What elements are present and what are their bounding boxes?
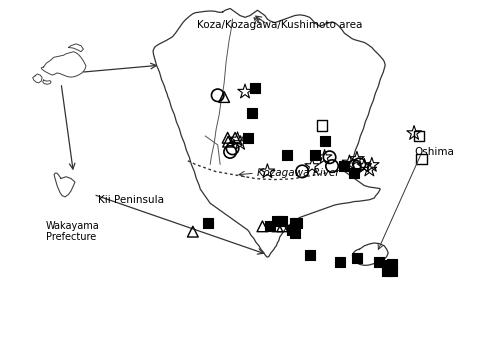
Text: Wakayama
Prefecture: Wakayama Prefecture — [46, 221, 100, 242]
Point — [353, 255, 361, 261]
Text: Kii Peninsula: Kii Peninsula — [98, 195, 164, 205]
Point — [228, 146, 236, 151]
Point — [320, 139, 328, 144]
Point — [418, 156, 426, 162]
Point — [388, 261, 396, 266]
Point — [350, 163, 358, 169]
Point — [288, 227, 296, 233]
Point — [328, 163, 336, 169]
Point — [224, 139, 232, 145]
Point — [236, 140, 244, 146]
Polygon shape — [42, 80, 51, 84]
Point — [376, 259, 384, 265]
Point — [346, 160, 354, 165]
Point — [231, 135, 239, 141]
Point — [284, 153, 292, 159]
Point — [340, 163, 348, 169]
Point — [251, 85, 259, 91]
Point — [366, 167, 374, 172]
Point — [220, 94, 228, 100]
Point — [204, 220, 212, 226]
Point — [274, 218, 281, 224]
Point — [278, 223, 286, 229]
Point — [226, 149, 234, 155]
Point — [189, 229, 197, 235]
Point — [264, 169, 272, 174]
Point — [353, 156, 361, 162]
Point — [382, 268, 390, 273]
Polygon shape — [153, 9, 385, 257]
Point — [291, 231, 299, 236]
Point — [410, 130, 418, 136]
Point — [350, 170, 358, 176]
Point — [224, 135, 232, 141]
Point — [291, 220, 299, 226]
Polygon shape — [41, 52, 86, 77]
Point — [415, 133, 423, 139]
Text: Koza/Kozagawa/Kushimoto area: Koza/Kozagawa/Kushimoto area — [197, 20, 362, 30]
Point — [293, 220, 301, 226]
Point — [298, 169, 306, 174]
Point — [241, 89, 249, 95]
Point — [336, 259, 344, 265]
Polygon shape — [68, 44, 84, 52]
Polygon shape — [32, 74, 42, 83]
Point — [248, 110, 256, 116]
Point — [382, 262, 390, 268]
Point — [388, 268, 396, 273]
Point — [326, 154, 334, 160]
Polygon shape — [54, 173, 75, 197]
Text: Kozagawa River: Kozagawa River — [258, 168, 340, 178]
Point — [306, 252, 314, 257]
Point — [278, 218, 286, 224]
Point — [320, 154, 328, 160]
Point — [274, 223, 281, 229]
Point — [234, 137, 241, 142]
Text: Oshima: Oshima — [414, 147, 454, 157]
Point — [308, 163, 316, 169]
Polygon shape — [352, 243, 388, 265]
Point — [368, 162, 376, 168]
Point — [258, 223, 266, 229]
Point — [356, 161, 364, 167]
Point — [360, 163, 368, 169]
Point — [266, 223, 274, 229]
Point — [244, 135, 252, 141]
Point — [310, 153, 318, 159]
Point — [214, 92, 222, 98]
Point — [318, 122, 326, 128]
